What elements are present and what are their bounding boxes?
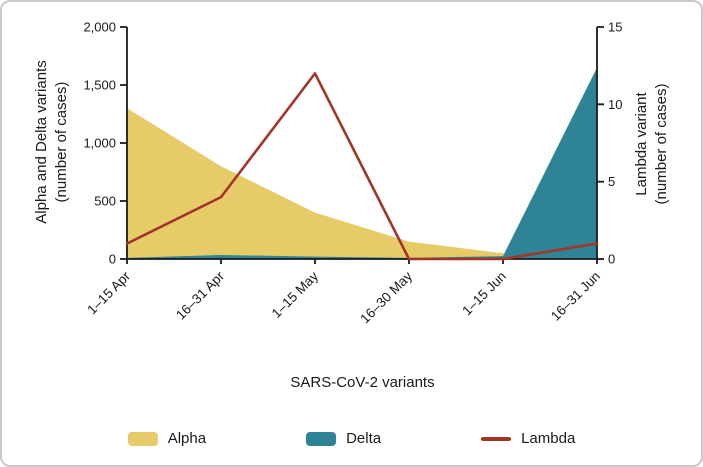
legend-item-lambda: Lambda [481,430,575,447]
delta-swatch [306,431,337,446]
lambda-line-swatch [481,436,512,441]
right-tick-label: 5 [608,174,615,189]
area-delta [127,67,597,259]
alpha-swatch [127,431,158,446]
right-axis-title-line1: Lambda variant [633,92,650,196]
legend-label-alpha: Alpha [167,430,207,447]
x-tick-label: 16–31 Jun [548,269,603,324]
left-tick-label: 0 [109,252,116,267]
left-tick-label: 1,500 [83,78,116,93]
legend-item-delta: Delta [306,430,381,447]
x-tick-label: 16–31 Apr [173,268,227,322]
left-tick-label: 2,000 [83,20,116,35]
legend: Alpha Delta Lambda [2,430,701,447]
x-tick-label: 1–15 May [269,268,322,321]
x-tick-label: 1–15 Apr [84,268,133,317]
legend-label-delta: Delta [346,430,382,447]
legend-label-lambda: Lambda [521,430,576,447]
left-tick-label: 1,000 [83,136,116,151]
x-tick-label: 16–30 May [357,268,415,326]
right-tick-label: 10 [608,97,622,112]
x-tick-label: 1–15 Jun [459,269,509,319]
chart-plot: 0 500 1,000 1,500 2,000 0 5 10 15 1–15 Apr 16–31 A… [83,20,622,327]
legend-item-alpha: Alpha [127,430,207,447]
right-axis-title-line2: (number of cases) [653,83,670,205]
right-tick-label: 0 [608,252,615,267]
right-tick-label: 15 [608,20,622,35]
line-lambda [125,72,599,261]
left-tick-label: 500 [94,194,116,209]
right-axis-title: Lambda variant (number of cases) [632,84,672,205]
x-axis-title: SARS-CoV-2 variants [290,374,435,391]
area-alpha [127,108,597,259]
